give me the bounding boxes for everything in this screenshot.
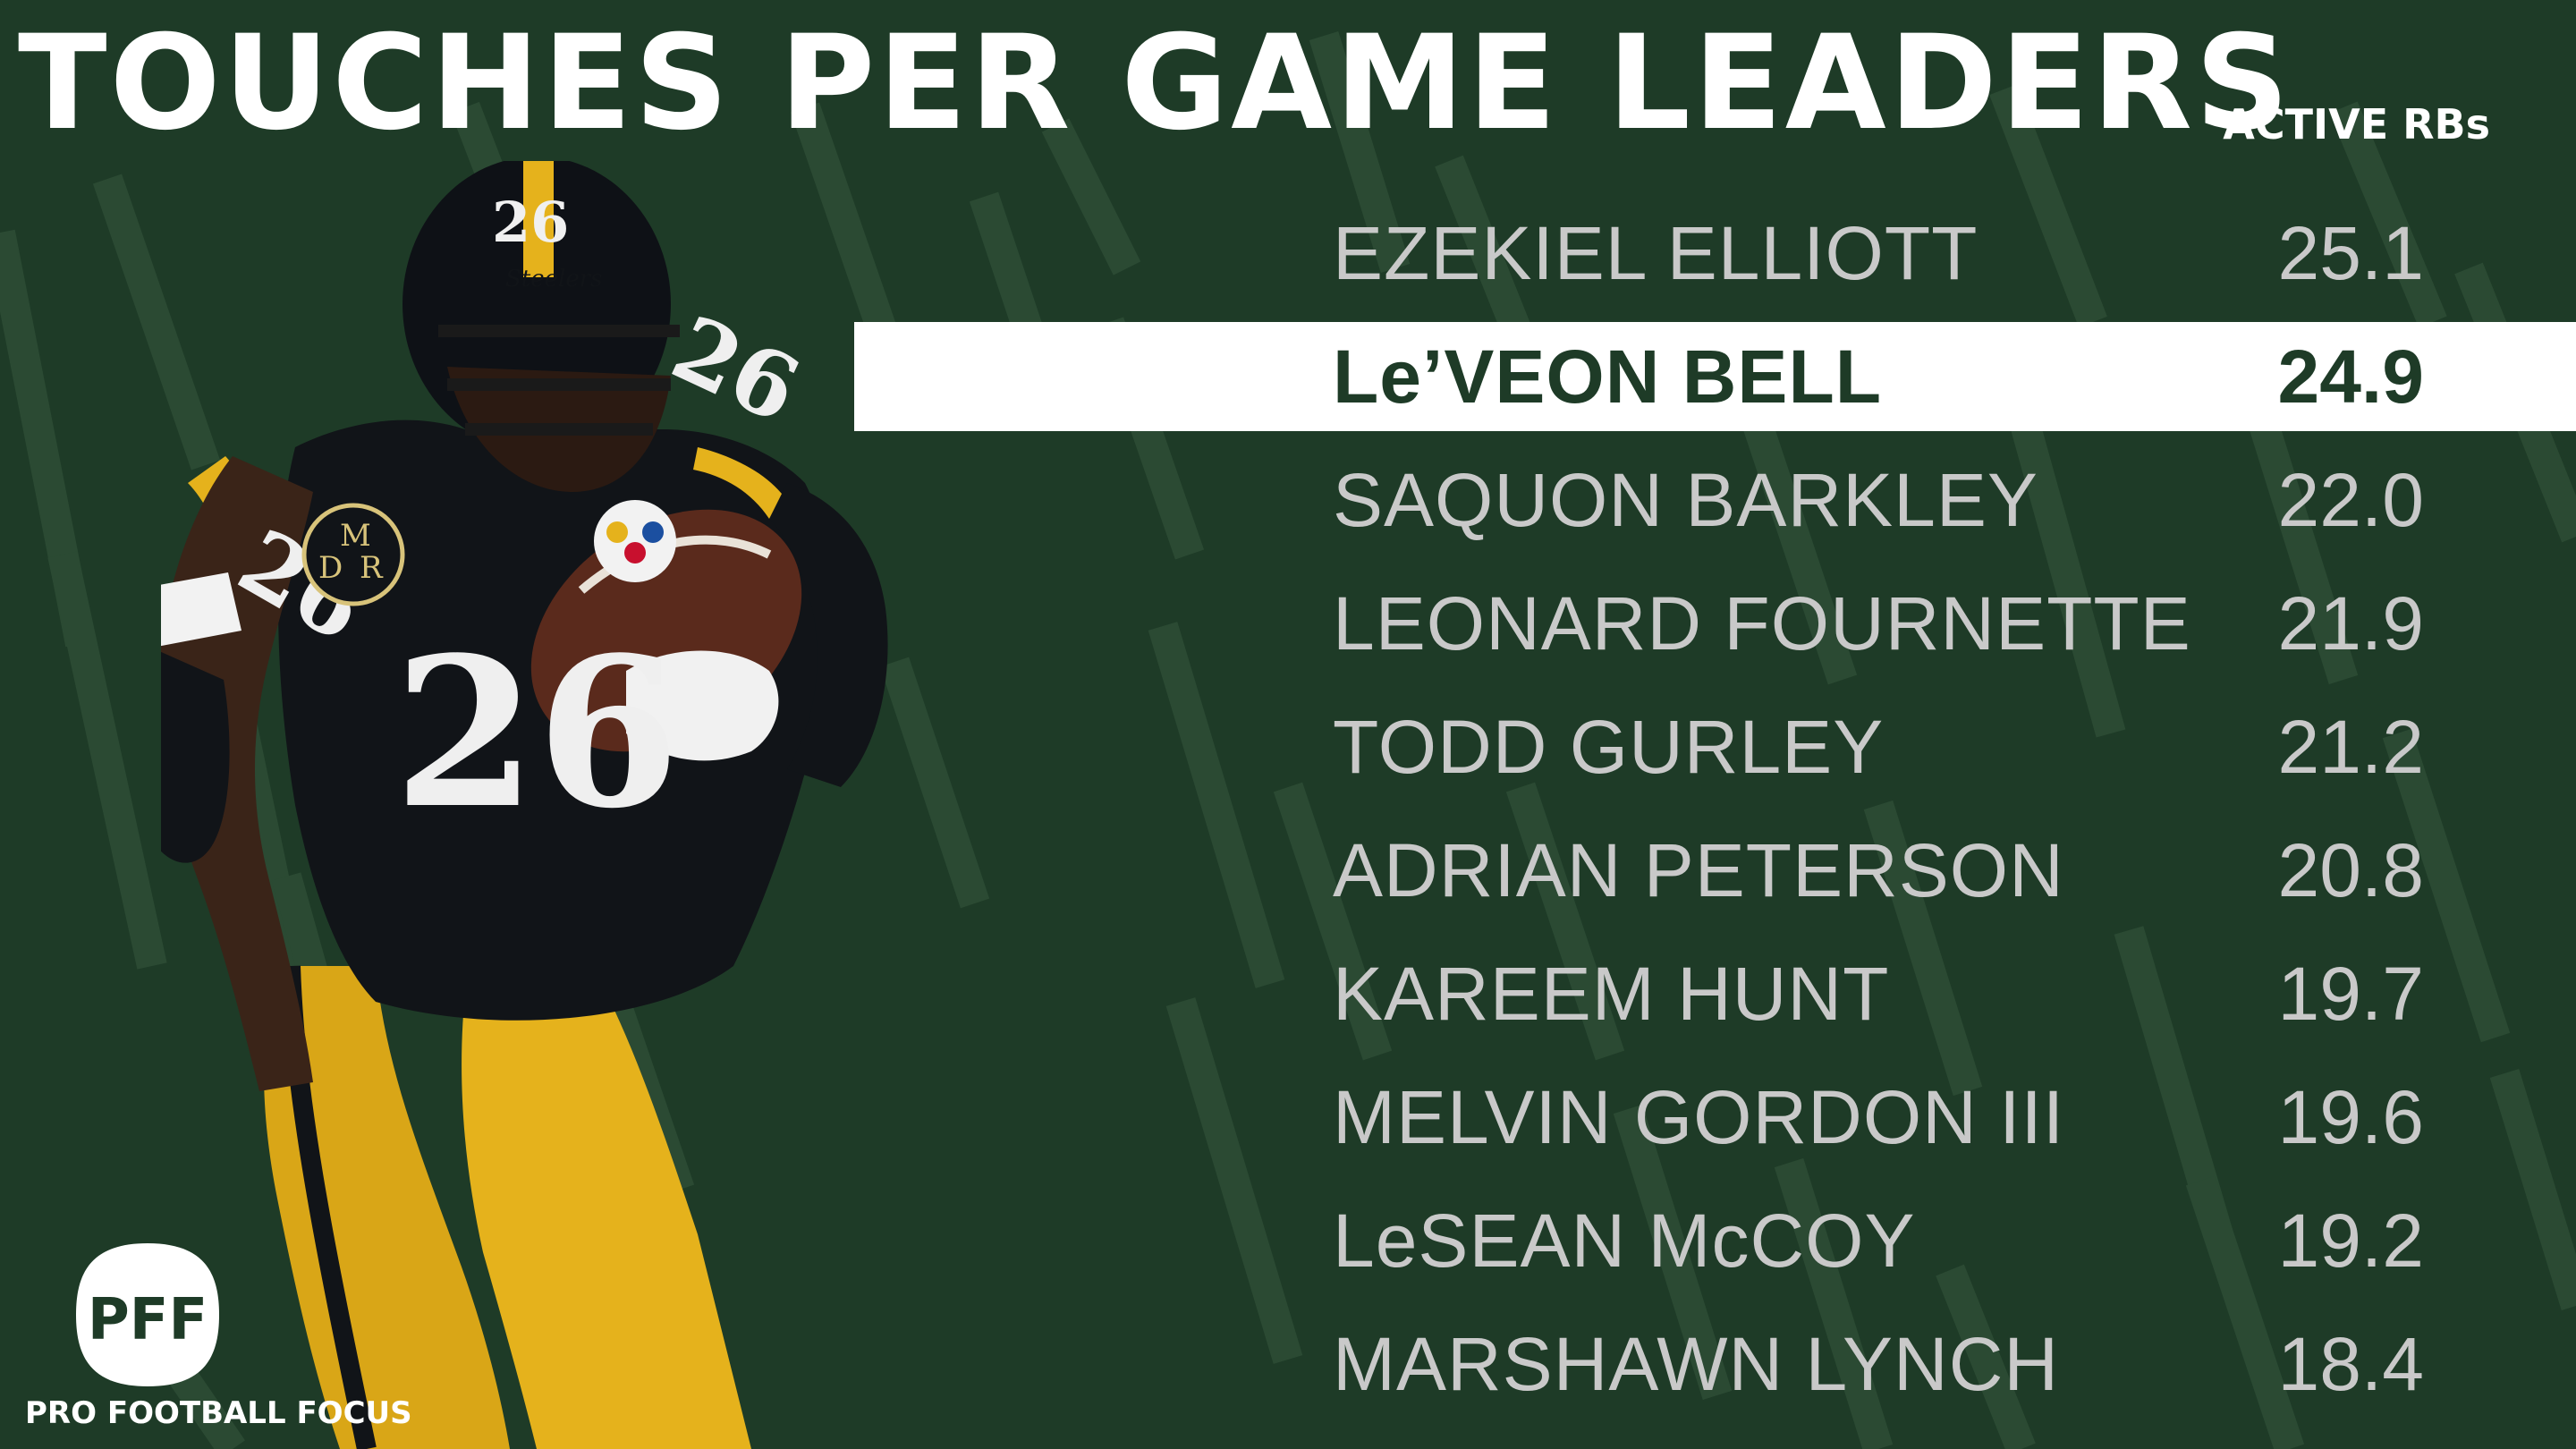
background-streak xyxy=(2382,728,2511,1043)
background-streak xyxy=(2006,407,2126,738)
page-title: TOUCHES PER GAME LEADERS xyxy=(18,7,2292,159)
leader-row: TODD GURLEY 21.2 xyxy=(0,692,2576,816)
player-arm-right xyxy=(769,483,888,787)
glove-right xyxy=(626,650,779,761)
helmet-number: 26 xyxy=(492,190,569,255)
background-streak xyxy=(1273,782,1393,1061)
leader-value: 22.0 xyxy=(2277,458,2425,542)
leader-name: MARSHAWN LYNCH xyxy=(1333,1322,2060,1406)
leader-name: ADRIAN PETERSON xyxy=(1333,828,2064,912)
leader-name: TODD GURLEY xyxy=(1333,705,1885,789)
player-helmet: 26 Steelers xyxy=(402,161,680,492)
pff-logo-icon: PFF xyxy=(76,1243,219,1386)
background-streak xyxy=(1936,1264,2036,1449)
leader-value: 25.1 xyxy=(2277,211,2425,295)
background-streak xyxy=(1165,997,1303,1364)
background-streak xyxy=(1505,782,1625,1061)
leader-row: ADRIAN PETERSON 20.8 xyxy=(0,816,2576,939)
leader-value: 21.2 xyxy=(2277,705,2425,789)
leaders-list: EZEKIEL ELLIOTT 25.1 Le’VEON BELL 24.9 SAQUO… xyxy=(0,199,2576,1433)
background-streak xyxy=(1148,622,1285,988)
leader-value: 20.8 xyxy=(2277,828,2425,912)
leader-row: LeSEAN McCOY 19.2 xyxy=(0,1186,2576,1309)
leader-value: 21.9 xyxy=(2277,581,2425,665)
glove-left xyxy=(161,651,230,863)
background-streak xyxy=(47,551,167,970)
leader-value: 18.4 xyxy=(2277,1322,2425,1406)
leader-name: MELVIN GORDON III xyxy=(1333,1075,2065,1159)
leader-row: EZEKIEL ELLIOTT 25.1 xyxy=(0,199,2576,322)
background-streak xyxy=(1863,800,1983,1097)
background-streak xyxy=(1774,1157,1894,1449)
background-streak xyxy=(790,102,901,345)
patch-letter-r: R xyxy=(360,550,384,586)
leader-value: 19.6 xyxy=(2277,1075,2425,1159)
leader-name: LeSEAN McCOY xyxy=(1333,1199,1916,1283)
memorial-patch: M D R xyxy=(301,503,405,606)
football-laces xyxy=(578,535,772,594)
background-streak xyxy=(92,174,221,470)
player-leg-left xyxy=(264,966,510,1449)
leader-value: 19.7 xyxy=(2277,952,2425,1036)
background-streak xyxy=(879,657,990,909)
leader-name: KAREEM HUNT xyxy=(1333,952,1890,1036)
background-streak xyxy=(2489,1069,2576,1310)
background-streak xyxy=(2185,1175,2305,1449)
background-streak xyxy=(1435,155,1535,346)
leader-value: 19.2 xyxy=(2277,1199,2425,1283)
leader-row: MELVIN GORDON III 19.6 xyxy=(0,1063,2576,1186)
leader-name: EZEKIEL ELLIOTT xyxy=(1333,211,1979,295)
wristband xyxy=(161,572,242,647)
leader-value: 24.9 xyxy=(2277,335,2425,419)
helmet-brand: Steelers xyxy=(505,266,603,292)
leader-name: Le’VEON BELL xyxy=(1333,335,1883,419)
background-streak xyxy=(1309,31,1411,273)
patch-letter-d: D xyxy=(318,550,343,586)
leader-name: SAQUON BARKLEY xyxy=(1333,458,2038,542)
player-leg-right xyxy=(462,948,751,1449)
leader-row: KAREEM HUNT 19.7 xyxy=(0,939,2576,1063)
page-subtitle: ACTIVE RBs xyxy=(2223,100,2490,148)
sleeve-stripe xyxy=(693,447,787,519)
background-streak xyxy=(1989,83,2107,328)
background-streak xyxy=(1041,118,1141,275)
pff-logo-mark: PFF xyxy=(88,1287,208,1353)
player-illustration: 26 26 26 M D R 26 Steelers xyxy=(161,161,888,1449)
leader-row: Le’VEON BELL 24.9 xyxy=(0,322,2576,445)
leader-row: SAQUON BARKLEY 22.0 xyxy=(0,445,2576,569)
background-streak xyxy=(2239,388,2359,685)
background-streak xyxy=(1738,406,1858,685)
shoulder-number-right: 26 xyxy=(657,295,815,444)
jersey-number: 26 xyxy=(394,613,680,854)
background-streak xyxy=(2329,101,2447,328)
highlight-bar xyxy=(854,322,2576,431)
leader-row: MARSHAWN LYNCH 18.4 xyxy=(0,1309,2576,1433)
steelers-logo-icon xyxy=(594,500,676,582)
leader-name: LEONARD FOURNETTE xyxy=(1333,581,2191,665)
background-streak xyxy=(1613,1104,1733,1401)
patch-letter-m: M xyxy=(340,518,371,554)
pff-logo-caption: PRO FOOTBALL FOCUS xyxy=(25,1395,412,1431)
leader-row: LEONARD FOURNETTE 21.9 xyxy=(0,569,2576,692)
